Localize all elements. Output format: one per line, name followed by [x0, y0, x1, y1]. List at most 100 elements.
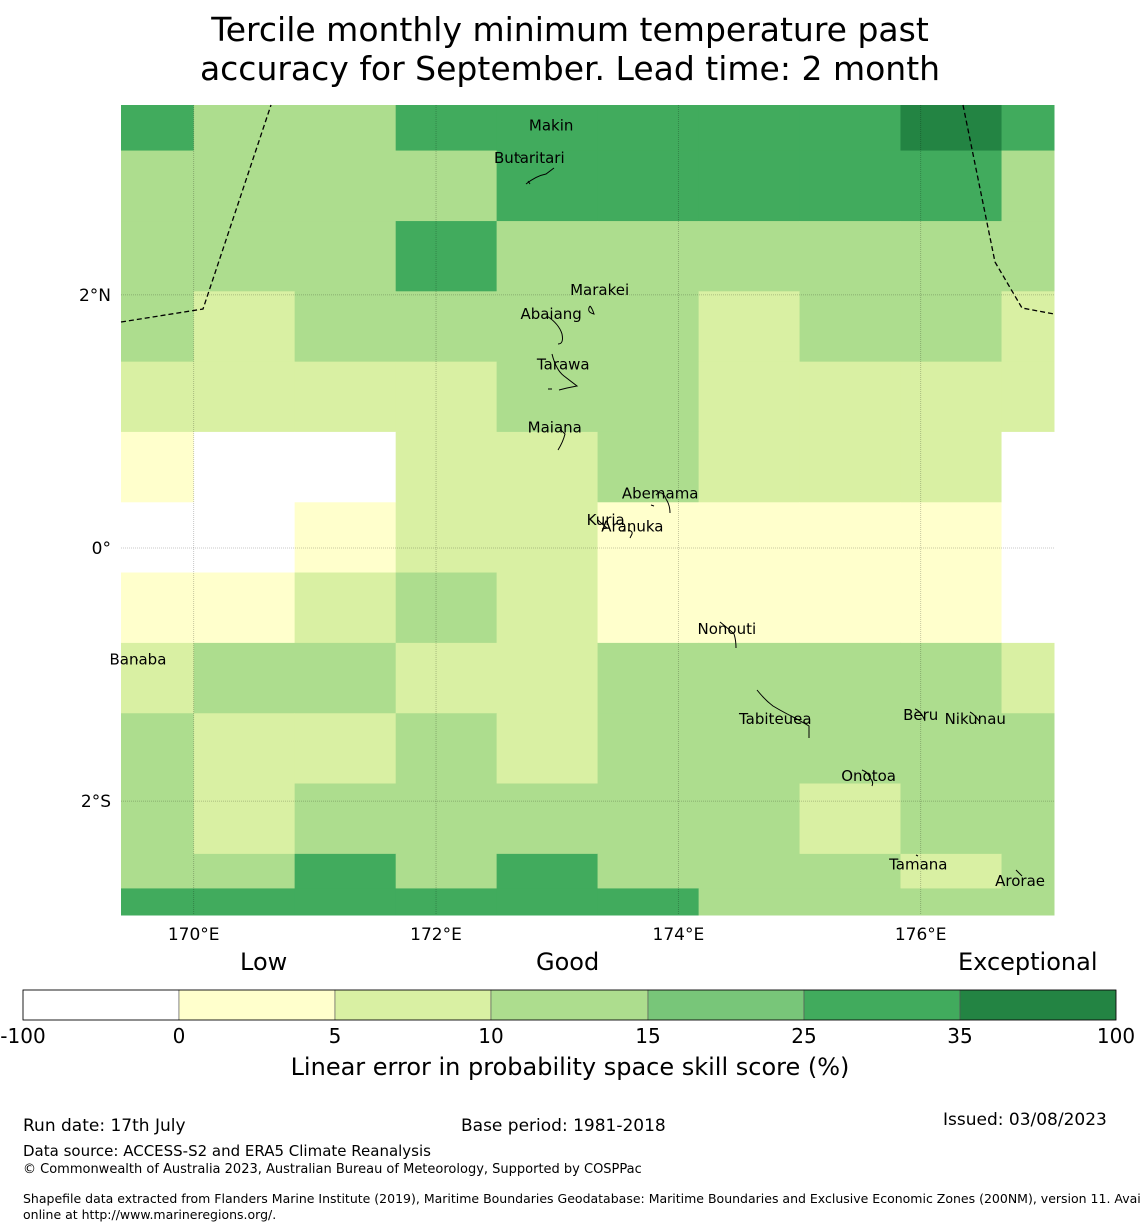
skill-cell — [496, 853, 599, 889]
skill-cell — [1001, 642, 1055, 714]
skill-cell — [121, 431, 195, 503]
skill-cell — [1001, 783, 1055, 855]
shapefile-credit-line-1: Shapefile data extracted from Flanders M… — [23, 1191, 1140, 1206]
island-label: Tabiteuea — [738, 710, 812, 728]
island-label: Maiana — [528, 419, 582, 437]
island-label: Nonouti — [698, 620, 757, 638]
skill-cell — [193, 783, 296, 855]
skill-cell — [496, 221, 599, 292]
latitude-tick-label: 0° — [92, 539, 111, 559]
skill-cell — [597, 431, 700, 503]
colorbar-segment — [178, 989, 336, 1021]
graticule — [121, 105, 1054, 915]
colorbar-segment — [22, 989, 180, 1021]
skill-cell — [597, 642, 700, 714]
skill-cell — [1001, 572, 1055, 644]
colorbar-tick: 25 — [791, 1024, 817, 1048]
skill-cell — [496, 572, 599, 644]
coast-kuria — [597, 519, 609, 530]
skill-cell — [496, 431, 599, 503]
colorbar-frame — [22, 989, 1117, 1021]
coast-nonouti — [719, 621, 737, 649]
skill-cell — [698, 361, 801, 433]
longitude-tick-label: 174°E — [653, 925, 705, 945]
skill-cell — [597, 361, 700, 433]
skill-cell — [496, 502, 599, 574]
skill-cell — [294, 361, 397, 433]
island-label: Makin — [529, 116, 574, 134]
legend-category-exceptional: Exceptional — [958, 948, 1098, 976]
colorbar-tick: 100 — [1096, 1024, 1136, 1048]
skill-cell — [799, 361, 901, 433]
skill-cell — [597, 291, 700, 363]
skill-cell — [597, 150, 700, 222]
skill-cell — [395, 888, 498, 916]
skill-cell — [799, 572, 901, 644]
skill-cell — [799, 150, 901, 222]
skill-cell — [799, 783, 901, 855]
skill-cell — [121, 783, 195, 855]
skill-cell — [597, 221, 700, 292]
colorbar-tick: 35 — [947, 1024, 973, 1048]
skill-cell — [698, 431, 801, 503]
skill-cell — [900, 572, 1003, 644]
colorbar-tick: -100 — [0, 1024, 46, 1048]
skill-cell — [698, 572, 801, 644]
longitude-tick-label: 176°E — [895, 925, 947, 945]
skill-cell — [395, 105, 498, 152]
skill-cell — [294, 221, 397, 292]
colorbar-tick: 15 — [635, 1024, 661, 1048]
skill-cell — [395, 642, 498, 714]
skill-cell — [900, 361, 1003, 433]
skill-cell — [294, 150, 397, 222]
skill-cell — [294, 431, 397, 503]
skill-cell — [698, 888, 801, 916]
skill-cell — [121, 888, 195, 916]
skill-cell — [597, 105, 700, 152]
skill-cell — [294, 888, 397, 916]
skill-cell — [1001, 150, 1055, 222]
skill-cell — [121, 713, 195, 785]
skill-cell — [193, 853, 296, 889]
skill-cell — [496, 150, 599, 222]
skill-cell — [1001, 105, 1055, 152]
skill-cell — [395, 361, 498, 433]
island-coastlines — [136, 155, 1023, 877]
colorbar-tick: 0 — [172, 1024, 186, 1048]
coast-abemama — [650, 492, 671, 514]
skill-cell — [597, 853, 700, 889]
skill-cell — [121, 221, 195, 292]
skill-cell — [597, 502, 700, 574]
skill-cell — [294, 105, 397, 152]
skill-cell — [900, 713, 1003, 785]
skill-cell — [496, 105, 599, 152]
shapefile-credit: Shapefile data extracted from Flanders M… — [23, 1191, 1140, 1223]
skill-cell — [900, 221, 1003, 292]
skill-cell — [496, 291, 599, 363]
island-label: Aranuka — [601, 517, 663, 535]
skill-cell — [294, 502, 397, 574]
skill-cell — [799, 431, 901, 503]
island-label: Tamana — [888, 855, 947, 873]
coast-maiana — [557, 428, 566, 451]
island-label: Banaba — [110, 650, 167, 668]
skill-cell — [1001, 502, 1055, 574]
skill-cell — [698, 853, 801, 889]
skill-cell — [294, 853, 397, 889]
latitude-tick-label: 2°S — [81, 792, 111, 812]
data-source: Data source: ACCESS-S2 and ERA5 Climate … — [23, 1142, 431, 1160]
coast-aranuka — [620, 529, 633, 539]
colorbar-title: Linear error in probability space skill … — [290, 1053, 850, 1081]
island-label: Marakei — [570, 281, 629, 299]
skill-cell — [799, 888, 901, 916]
eez-boundary-west — [120, 104, 272, 323]
island-label: Onotoa — [841, 767, 896, 785]
skill-cell — [900, 105, 1003, 152]
skill-cell — [1001, 713, 1055, 785]
skill-cell — [1001, 853, 1055, 889]
eez-boundary — [120, 104, 1055, 323]
skill-cell — [193, 105, 296, 152]
skill-cell — [1001, 291, 1055, 363]
island-label: Kuria — [587, 511, 625, 529]
base-period: Base period: 1981-2018 — [461, 1116, 666, 1136]
